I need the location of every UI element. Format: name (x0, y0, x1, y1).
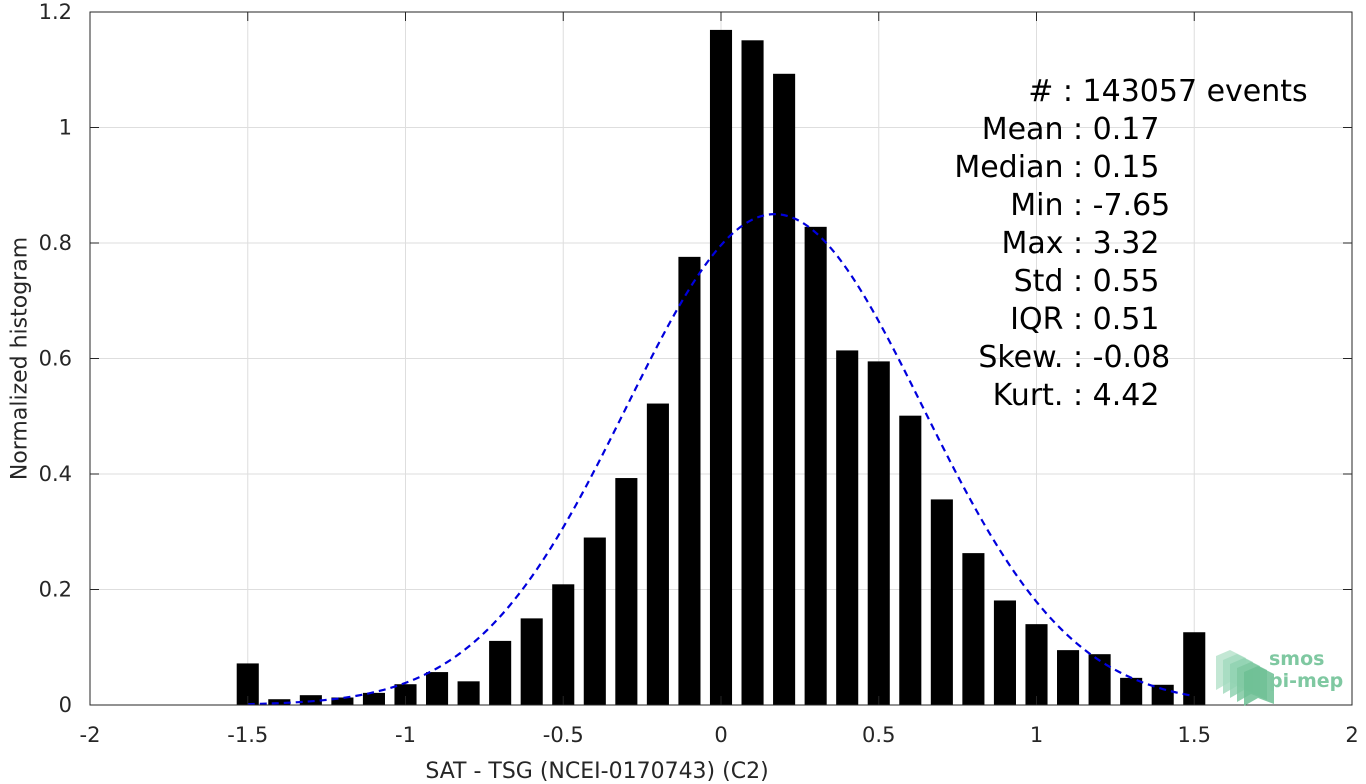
histogram-bar (709, 29, 733, 705)
x-tick-labels: -2 -1.5 -1 -0.5 0 0.5 1 1.5 2 (80, 723, 1359, 747)
histogram-bar (899, 415, 922, 705)
histogram-bar (773, 73, 796, 706)
histogram-bar (299, 695, 322, 705)
gaussian-fit-curve (247, 213, 1195, 706)
stat-std: Std : 0.55 (1014, 264, 1160, 299)
y-tick-label: 0.8 (39, 231, 72, 255)
x-tick-label: 1.5 (1178, 723, 1211, 747)
x-tick-label: -1 (395, 723, 416, 747)
histogram-bar (426, 672, 449, 705)
stat-max: Max : 3.32 (1001, 226, 1159, 261)
y-tick-label: 0 (59, 693, 72, 717)
histogram-bar (1088, 654, 1111, 705)
logo-mark-icon (1216, 650, 1274, 706)
stat-iqr: IQR : 0.51 (1010, 302, 1159, 337)
y-tick-label: 1.2 (39, 0, 72, 24)
stat-count: # : 143057 events (1028, 74, 1307, 109)
histogram-bar (394, 684, 417, 705)
logo-text-line2: pi-mep (1269, 670, 1343, 692)
x-tick-label: 0.5 (862, 723, 895, 747)
logo-layer (1244, 666, 1274, 706)
y-axis-label: Normalized histogram (8, 237, 33, 480)
x-tick-label: -2 (80, 723, 101, 747)
histogram-bar (836, 350, 859, 705)
histogram-bar (1025, 624, 1048, 705)
x-tick-label: 2 (1345, 723, 1358, 747)
x-tick-label: 1 (1030, 723, 1043, 747)
stat-mean: Mean : 0.17 (982, 112, 1160, 147)
histogram-bar (1120, 677, 1143, 705)
y-tick-label: 0.6 (39, 347, 72, 371)
histogram-bar (362, 692, 385, 705)
x-axis-label: SAT - TSG (NCEI-0170743) (C2) (425, 759, 768, 784)
histogram-bar (489, 640, 512, 705)
histogram-bar (930, 499, 953, 705)
histogram-bar (552, 584, 575, 705)
histogram-bar (583, 537, 606, 705)
x-tick-label: 0 (714, 723, 727, 747)
histogram-bar (268, 699, 291, 705)
histogram-bar (520, 618, 543, 705)
logo-text-line1: smos (1269, 648, 1324, 670)
x-tick-label: -0.5 (543, 723, 584, 747)
stat-kurt: Kurt. : 4.42 (993, 378, 1160, 413)
histogram-bar (741, 40, 764, 706)
y-tick-labels: 0 0.2 0.4 0.6 0.8 1 1.2 (39, 0, 72, 717)
histogram-bar (962, 553, 985, 705)
histogram-bar (1183, 632, 1206, 705)
histogram-bars (236, 29, 1206, 706)
histogram-bar (678, 256, 701, 705)
histogram-bar (646, 403, 669, 705)
histogram-bar (993, 600, 1016, 705)
histogram-bar (331, 697, 354, 705)
x-tick-label: -1.5 (227, 723, 268, 747)
histogram-bar (867, 361, 890, 705)
stat-min: Min : -7.65 (1010, 188, 1170, 223)
axis-ticks (89, 11, 1353, 706)
stat-skew: Skew. : -0.08 (978, 340, 1170, 375)
histogram-bar (615, 478, 638, 705)
y-tick-label: 0.4 (39, 462, 72, 486)
smos-pi-mep-logo: smos pi-mep (1216, 648, 1343, 706)
histogram-bar (1151, 684, 1174, 705)
stat-median: Median : 0.15 (954, 150, 1159, 185)
y-tick-label: 0.2 (39, 578, 72, 602)
histogram-bar (1057, 650, 1080, 705)
histogram-bar (804, 226, 827, 705)
histogram-bar (236, 663, 259, 705)
histogram-bar (457, 681, 480, 705)
y-tick-label: 1 (59, 116, 72, 140)
